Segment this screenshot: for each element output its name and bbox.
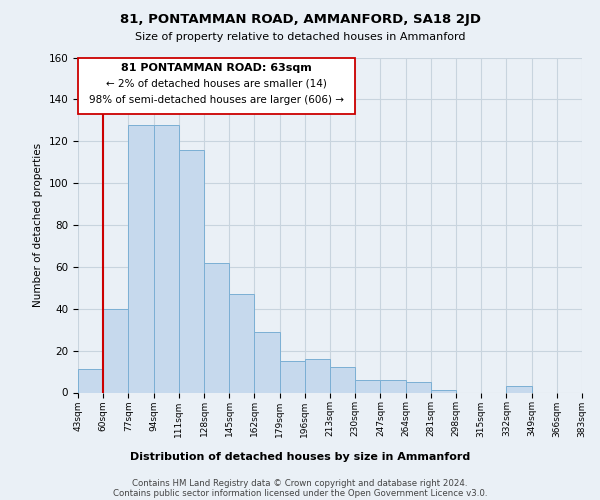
Bar	[229, 294, 254, 392]
Text: ← 2% of detached houses are smaller (14): ← 2% of detached houses are smaller (14)	[106, 78, 327, 88]
Text: 81, PONTAMMAN ROAD, AMMANFORD, SA18 2JD: 81, PONTAMMAN ROAD, AMMANFORD, SA18 2JD	[119, 12, 481, 26]
Bar	[204, 262, 229, 392]
FancyBboxPatch shape	[78, 58, 355, 114]
Bar	[305, 359, 330, 392]
Bar	[78, 370, 103, 392]
Text: Size of property relative to detached houses in Ammanford: Size of property relative to detached ho…	[135, 32, 465, 42]
Text: Contains public sector information licensed under the Open Government Licence v3: Contains public sector information licen…	[113, 489, 487, 498]
Bar	[154, 124, 179, 392]
Bar	[128, 124, 154, 392]
Text: 81 PONTAMMAN ROAD: 63sqm: 81 PONTAMMAN ROAD: 63sqm	[121, 62, 312, 72]
Text: 98% of semi-detached houses are larger (606) →: 98% of semi-detached houses are larger (…	[89, 95, 344, 105]
Bar	[406, 382, 431, 392]
Text: Distribution of detached houses by size in Ammanford: Distribution of detached houses by size …	[130, 452, 470, 462]
Bar	[330, 368, 355, 392]
Bar	[179, 150, 204, 392]
Bar	[380, 380, 406, 392]
Bar	[254, 332, 280, 392]
Bar	[280, 361, 305, 392]
Bar	[103, 308, 128, 392]
Text: Contains HM Land Registry data © Crown copyright and database right 2024.: Contains HM Land Registry data © Crown c…	[132, 479, 468, 488]
Bar	[506, 386, 532, 392]
Bar	[355, 380, 380, 392]
Bar	[431, 390, 456, 392]
Y-axis label: Number of detached properties: Number of detached properties	[33, 143, 43, 307]
